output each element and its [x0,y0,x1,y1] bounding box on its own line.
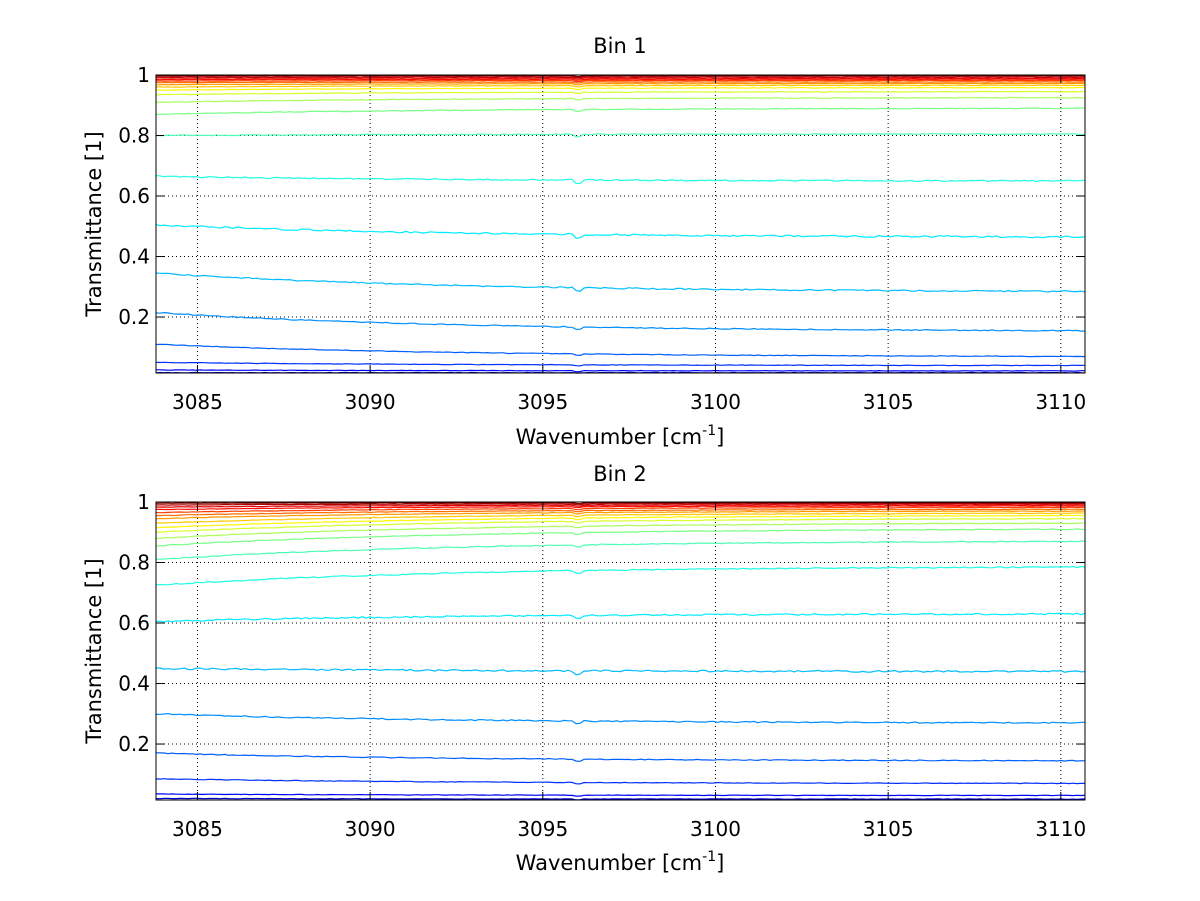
spectrum-line [155,132,1086,138]
spectrum-line [155,793,1086,797]
spectrum-line [155,510,1086,520]
plot-frame [155,501,1086,801]
x-tick-label: 3095 [517,390,568,414]
y-tick-label: 0.6 [118,611,150,635]
spectrum-line [155,778,1085,785]
spectrum-line [155,502,1086,506]
x-tick-label: 3085 [172,390,223,414]
spectrum-line [155,517,1086,534]
spectrum-line [156,75,1086,79]
spectrum-line [155,84,1086,88]
chart-title: Bin 1 [593,34,647,58]
spectrum-line [155,86,1086,91]
y-tick-label: 0.2 [118,305,150,329]
x-tick-label: 3110 [1035,390,1086,414]
x-tick-label: 3105 [863,390,914,414]
x-tick-label: 3085 [172,817,223,841]
spectrum-line [155,90,1086,96]
chart-title: Bin 2 [593,462,647,486]
y-tick-label: 0.6 [118,184,150,208]
y-axis-label: Transmittance [1] [82,558,106,744]
spectrum-line [156,522,1086,539]
spectrum-line [155,514,1085,529]
spectrum-line [155,752,1086,762]
y-tick-label: 0.8 [118,124,150,148]
x-axis-label: Wavenumber [cm-1] [516,423,725,449]
spectrum-line [155,505,1086,511]
spectrum-line [156,667,1086,676]
x-tick-label: 3110 [1035,817,1086,841]
spectrum-line [155,501,1086,505]
plot-frame [155,74,1086,374]
spectrum-line [155,343,1086,358]
spectrum-line [155,528,1086,547]
x-tick-label: 3100 [690,817,741,841]
chart-bin-1: Bin 1 3085 3090 3095 3100 3105 3110 0.2 0.4 0.6 0… [82,34,1086,449]
x-tick-label: 3090 [345,390,396,414]
x-tick-label: 3100 [690,390,741,414]
chart-bin-2: Bin 2 3085 3090 3095 3100 3105 3110 0.2 0.4 0.6 0… [82,462,1086,875]
spectrum-line [155,512,1086,524]
spectrum-line [155,81,1086,84]
y-tick-label: 0.2 [118,732,150,756]
x-tick-label: 3095 [517,817,568,841]
y-tick-label: 1 [137,63,150,87]
x-tick-label: 3105 [863,817,914,841]
y-tick-label: 0.4 [118,672,150,696]
y-tick-label: 0.4 [118,245,150,269]
y-tick-label: 0.8 [118,551,150,575]
x-axis-label: Wavenumber [cm-1] [516,849,725,875]
x-tick-label: 3090 [345,817,396,841]
spectrum-line [156,508,1086,517]
spectrum-line [155,712,1086,725]
spectrum-line [155,797,1086,801]
spectrum-line [155,506,1085,514]
spectrum-line [155,224,1086,239]
spectrum-line [155,540,1086,560]
spectrum-line [155,503,1086,508]
spectrum-line [156,107,1086,115]
spectrum-line [155,96,1086,104]
y-axis-label: Transmittance [1] [82,131,106,317]
spectrum-line [156,612,1086,623]
spectrum-line [156,77,1086,80]
spectrum-line [155,79,1086,83]
y-tick-label: 1 [137,490,150,514]
spectrum-line [156,369,1085,373]
spectrum-line [155,175,1086,185]
spectrum-line [156,82,1086,86]
spectrum-line [155,361,1086,367]
spectrum-line [155,78,1086,81]
spectrum-line [155,311,1085,332]
spectrum-line [155,272,1086,293]
spectrum-line [155,565,1086,586]
